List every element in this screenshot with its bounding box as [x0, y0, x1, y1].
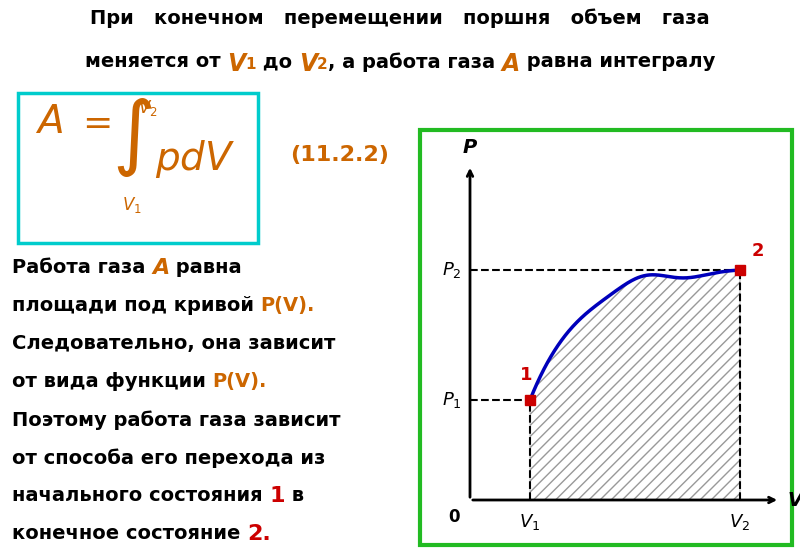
Text: $P_2$: $P_2$ [442, 260, 462, 280]
Text: 2.: 2. [247, 524, 271, 544]
Text: равна: равна [170, 258, 242, 277]
Text: (11.2.2): (11.2.2) [290, 145, 389, 165]
Text: в: в [285, 486, 304, 505]
Text: $V_1$: $V_1$ [519, 512, 541, 532]
Text: Работа газа: Работа газа [12, 258, 152, 277]
Text: $P_1$: $P_1$ [442, 390, 462, 410]
Text: 1: 1 [270, 486, 285, 506]
Text: меняется от: меняется от [85, 52, 227, 71]
Text: $V_2$: $V_2$ [730, 512, 750, 532]
Text: A: A [152, 258, 170, 278]
Text: от вида функции: от вида функции [12, 372, 213, 391]
Text: $\int$: $\int$ [112, 97, 152, 179]
Bar [420, 130, 792, 545]
Text: P: P [463, 138, 477, 157]
Text: 1: 1 [520, 366, 532, 384]
Text: $\mathit{V}_2$: $\mathit{V}_2$ [138, 98, 158, 118]
Bar [18, 93, 258, 243]
Text: V: V [227, 52, 246, 76]
Text: 2: 2 [752, 242, 764, 260]
Text: $=$: $=$ [75, 105, 110, 139]
Text: При   конечном   перемещении   поршня   объем   газа: При конечном перемещении поршня объем га… [90, 8, 710, 28]
Text: P(V).: P(V). [213, 372, 267, 391]
Text: A: A [502, 52, 520, 76]
Text: начального состояния: начального состояния [12, 486, 270, 505]
Text: площади под кривой: площади под кривой [12, 296, 261, 315]
Text: 1: 1 [246, 57, 256, 72]
Text: конечное состояние: конечное состояние [12, 524, 247, 543]
Text: V: V [788, 490, 800, 510]
Text: до: до [256, 52, 298, 71]
Text: 0: 0 [449, 508, 460, 526]
Text: Следовательно, она зависит: Следовательно, она зависит [12, 334, 335, 353]
Text: равна интегралу: равна интегралу [520, 52, 715, 71]
Text: $\mathit{pdV}$: $\mathit{pdV}$ [155, 138, 235, 180]
Text: от способа его перехода из: от способа его перехода из [12, 448, 326, 468]
Text: Поэтому работа газа зависит: Поэтому работа газа зависит [12, 410, 341, 429]
Text: $\mathit{A}$: $\mathit{A}$ [35, 103, 63, 141]
Text: $\mathit{V}_1$: $\mathit{V}_1$ [122, 195, 142, 215]
Text: V: V [298, 52, 317, 76]
Text: , а работа газа: , а работа газа [328, 52, 502, 71]
Bar [525, 395, 535, 405]
Text: P(V).: P(V). [261, 296, 315, 315]
Text: 2: 2 [317, 57, 328, 72]
Bar [735, 265, 745, 275]
